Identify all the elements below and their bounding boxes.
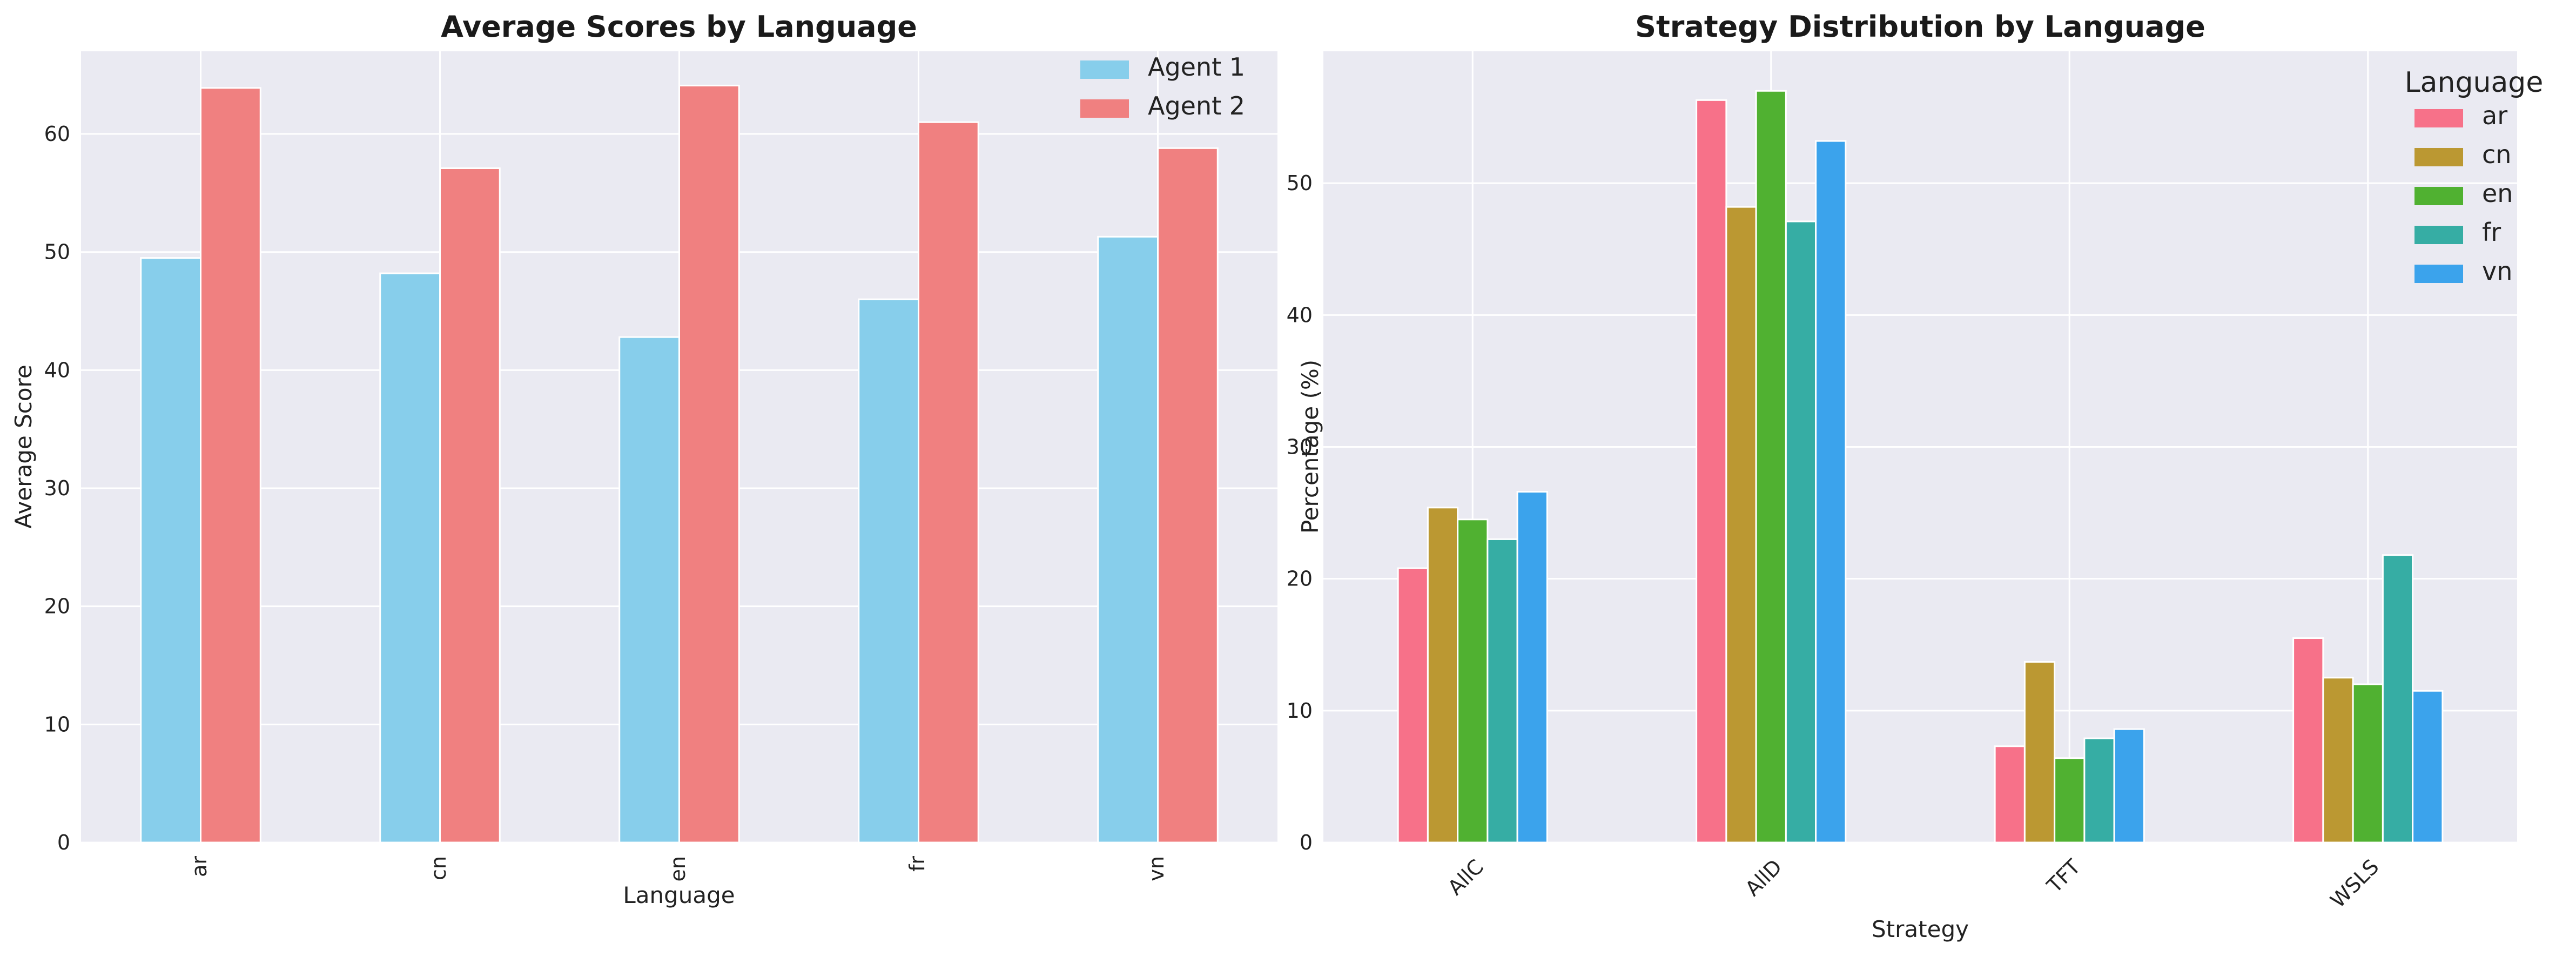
bar-agent-2-vn xyxy=(1157,147,1219,844)
bar-vn-wsls xyxy=(2412,690,2444,844)
bars xyxy=(1397,90,2444,844)
y-tick-label: 0 xyxy=(1300,831,1313,854)
y-tick-label: 60 xyxy=(44,122,70,146)
bar-vn-tft xyxy=(2113,728,2145,844)
y-tick-label: 50 xyxy=(44,240,70,264)
bar-en-alld xyxy=(1755,90,1787,844)
x-axis-label: Strategy xyxy=(1872,916,1969,942)
legend-label: ar xyxy=(2482,101,2507,130)
bar-agent-1-ar xyxy=(140,257,201,844)
x-tick-label: fr xyxy=(905,856,929,872)
y-tick-label: 0 xyxy=(57,831,70,854)
bar-en-wsls xyxy=(2352,683,2384,844)
y-tick-labels: 0 10 20 30 40 50 xyxy=(1287,171,1313,854)
x-tick-label: vn xyxy=(1145,856,1168,881)
chart-title: Strategy Distribution by Language xyxy=(1635,10,2205,44)
x-tick-label: AllD xyxy=(1740,855,1786,901)
bars xyxy=(140,84,1219,844)
bar-cn-alld xyxy=(1725,206,1757,844)
bar-agent-2-fr xyxy=(918,121,979,844)
legend-swatch xyxy=(2414,265,2463,283)
bar-agent-1-cn xyxy=(379,272,441,844)
legend-swatch xyxy=(1080,60,1129,79)
x-tick-label: WSLS xyxy=(2326,855,2384,913)
legend-swatch xyxy=(1080,99,1129,118)
y-tick-label: 40 xyxy=(44,358,70,382)
x-tick-labels: ar cn en fr vn xyxy=(187,856,1168,882)
x-tick-label: cn xyxy=(427,856,450,880)
legend-label: vn xyxy=(2482,257,2512,286)
y-axis-label: Average Score xyxy=(10,365,37,528)
legend-label: en xyxy=(2482,179,2513,208)
legend-swatch xyxy=(2414,148,2463,166)
bar-cn-wsls xyxy=(2322,677,2354,844)
x-tick-label: ar xyxy=(187,856,211,877)
y-tick-label: 20 xyxy=(1287,567,1313,591)
bar-en-tft xyxy=(2054,757,2086,844)
bar-ar-alld xyxy=(1696,99,1727,844)
chart-average-scores: ar cn en fr vn 0 10 20 30 40 50 60 Average Scores … xyxy=(10,10,1277,908)
legend-swatch xyxy=(2414,226,2463,244)
legend-title: Language xyxy=(2405,66,2544,99)
bar-agent-2-en xyxy=(678,84,740,844)
bar-vn-allc xyxy=(1516,491,1548,844)
x-tick-labels: AllC AllD TFT WSLS xyxy=(1443,854,2384,912)
y-tick-label: 50 xyxy=(1287,171,1313,195)
x-tick-label: en xyxy=(666,856,690,881)
legend-swatch xyxy=(2414,109,2463,127)
y-tick-label: 20 xyxy=(44,595,70,618)
y-tick-label: 40 xyxy=(1287,303,1313,327)
y-tick-label: 30 xyxy=(44,476,70,500)
legend-label: fr xyxy=(2482,218,2501,247)
bar-cn-allc xyxy=(1427,507,1459,844)
bar-ar-wsls xyxy=(2292,637,2324,844)
x-axis-label: Language xyxy=(623,882,735,908)
bar-agent-2-ar xyxy=(200,87,261,844)
chart-title: Average Scores by Language xyxy=(441,10,917,44)
bar-cn-tft xyxy=(2023,661,2056,844)
y-tick-labels: 0 10 20 30 40 50 60 xyxy=(44,122,70,854)
bar-agent-1-fr xyxy=(858,298,919,844)
legend-label: cn xyxy=(2482,140,2511,169)
y-tick-label: 10 xyxy=(1287,699,1313,723)
bar-agent-1-vn xyxy=(1097,235,1159,844)
legend-label: Agent 1 xyxy=(1148,52,1245,82)
bar-agent-2-cn xyxy=(439,167,501,844)
bar-fr-tft xyxy=(2083,737,2115,844)
legend-label: Agent 2 xyxy=(1148,91,1245,120)
y-tick-label: 30 xyxy=(1287,435,1313,459)
y-tick-label: 10 xyxy=(44,712,70,736)
chart-strategy-distribution: AllC AllD TFT WSLS 0 10 20 30 40 50 Strategy Dis… xyxy=(1287,10,2544,942)
bar-fr-wsls xyxy=(2382,554,2414,844)
legend: Agent 1 Agent 2 xyxy=(1080,52,1245,120)
bar-agent-1-en xyxy=(618,336,680,844)
x-tick-label: TFT xyxy=(2042,854,2085,898)
bar-fr-allc xyxy=(1487,538,1518,844)
bar-vn-alld xyxy=(1815,140,1847,844)
bar-ar-allc xyxy=(1397,567,1429,844)
bar-ar-tft xyxy=(1994,745,2026,844)
legend-swatch xyxy=(2414,187,2463,205)
bar-en-allc xyxy=(1457,518,1489,844)
y-axis-label: Percentage (%) xyxy=(1297,360,1323,534)
x-tick-label: AllC xyxy=(1443,855,1488,900)
bar-fr-alld xyxy=(1785,220,1817,844)
